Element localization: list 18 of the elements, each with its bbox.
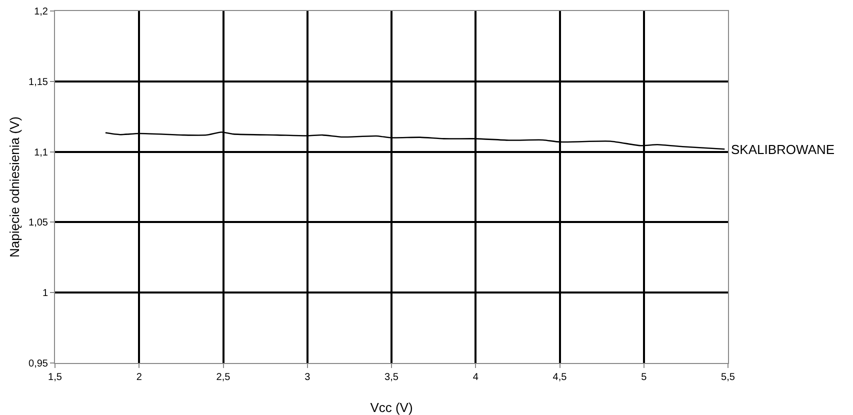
series-label: SKALIBROWANE xyxy=(731,142,835,157)
x-tick-label: 2,5 xyxy=(216,372,231,383)
y-tick-label: 0,95 xyxy=(28,358,48,370)
x-tick-label: 5 xyxy=(641,372,648,383)
x-tick-label: 5,5 xyxy=(721,372,736,383)
x-tick-label: 3,5 xyxy=(384,372,399,383)
y-tick-label: 1,2 xyxy=(34,6,48,18)
x-tick-label: 3 xyxy=(304,372,311,383)
y-axis-title: Napięcie odniesienia (V) xyxy=(7,116,22,258)
x-axis-title: Vcc (V) xyxy=(370,400,413,415)
x-tick-label: 4,5 xyxy=(552,372,568,383)
x-tick-label: 2 xyxy=(136,372,142,383)
y-tick-label: 1,1 xyxy=(34,147,48,158)
y-tick-label: 1,05 xyxy=(28,218,48,229)
y-tick-label: 1 xyxy=(42,288,48,300)
y-tick-label: 1,15 xyxy=(28,76,48,88)
x-tick-label: 1,5 xyxy=(48,372,62,383)
x-tick-label: 4 xyxy=(472,372,479,383)
